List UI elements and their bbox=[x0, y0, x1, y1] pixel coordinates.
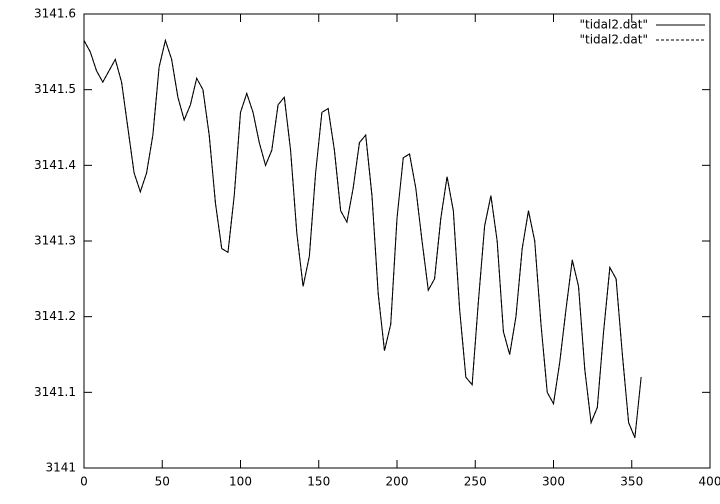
plot-frame bbox=[83, 13, 711, 469]
x-tick-label: 50 bbox=[155, 475, 170, 489]
y-tick-label: 3141.3 bbox=[34, 234, 76, 248]
y-tick-label: 3141.1 bbox=[34, 385, 76, 399]
y-tick-label: 3141.4 bbox=[34, 158, 76, 172]
x-tick-label: 400 bbox=[699, 475, 720, 489]
x-tick-label: 0 bbox=[80, 475, 88, 489]
legend-label: "tidal2.dat" bbox=[579, 33, 648, 47]
series-line bbox=[83, 38, 642, 438]
y-tick-label: 3141.6 bbox=[34, 7, 76, 21]
y-tick-label: 3141.5 bbox=[34, 82, 76, 96]
legend-label: "tidal2.dat" bbox=[579, 18, 648, 32]
x-tick-label: 100 bbox=[229, 475, 252, 489]
x-tick-label: 250 bbox=[464, 475, 487, 489]
x-tick-label: 150 bbox=[307, 475, 330, 489]
x-tick-label: 350 bbox=[620, 475, 643, 489]
x-tick-label: 200 bbox=[386, 475, 409, 489]
y-tick-label: 3141 bbox=[45, 461, 76, 475]
y-tick-label: 3141.2 bbox=[34, 309, 76, 323]
x-tick-label: 300 bbox=[542, 475, 565, 489]
